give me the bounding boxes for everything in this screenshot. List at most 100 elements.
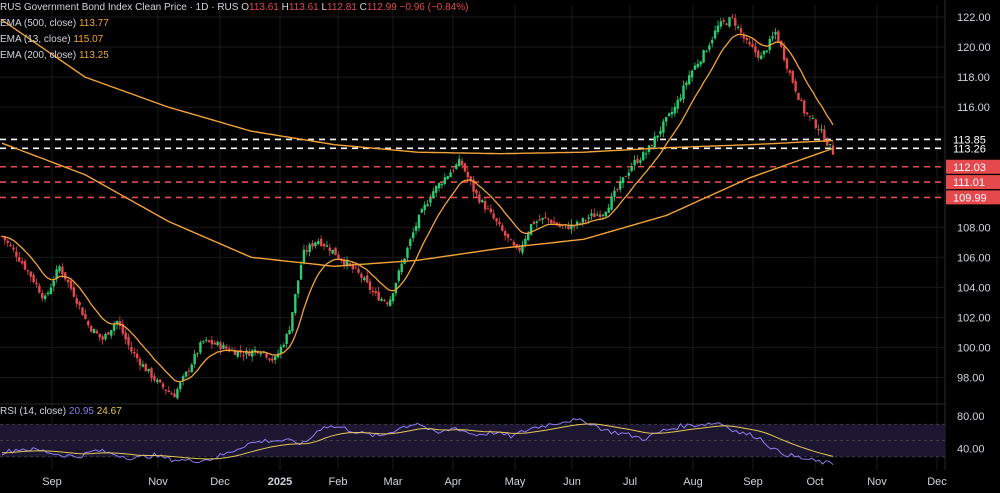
candle-body (791, 71, 794, 83)
candle-body (371, 290, 375, 293)
candle-body (345, 260, 349, 267)
candle-body (538, 219, 541, 221)
candle-body (420, 209, 424, 213)
x-axis: Sep Nov Dec 2025 Feb Mar Apr May Jun Jul Aug Sep Oct… (42, 476, 947, 488)
candle-body (12, 247, 15, 250)
candle-body (104, 333, 107, 340)
level-label-bg (946, 159, 1000, 174)
candle-body (190, 364, 193, 373)
candle-body (826, 140, 829, 146)
candle-body (29, 271, 32, 277)
candle-body (699, 61, 702, 65)
candle-body (501, 225, 504, 231)
candle-body (64, 272, 67, 280)
candle-body (18, 257, 21, 262)
candle-body (52, 280, 55, 287)
y-tick-label: 118.00 (957, 72, 990, 84)
candle-body (41, 293, 44, 299)
candle-body (225, 346, 228, 349)
candle-body (550, 219, 553, 224)
candle-body (374, 291, 378, 294)
candle-body (202, 341, 205, 343)
candle-body (682, 85, 685, 100)
candle-body (800, 99, 803, 101)
candle-body (532, 221, 536, 224)
x-tick-label: Sep (42, 476, 62, 488)
x-tick-label: Apr (444, 476, 461, 488)
candle-body (590, 213, 593, 216)
candle-body (598, 214, 602, 218)
candle-body (587, 217, 590, 219)
candle-body (147, 368, 150, 372)
candle-body (782, 46, 786, 61)
candle-body (547, 218, 550, 220)
candle-body (665, 116, 668, 122)
candle-body (386, 302, 389, 305)
candle-body (314, 242, 317, 247)
chart-legend: RUS Government Bond Index Clean Price · … (0, 0, 468, 64)
candle-body (414, 225, 418, 231)
ema200-value: 113.25 (78, 50, 109, 61)
level-label: 109.99 (953, 192, 987, 204)
rsi-ma-value: 24.67 (96, 406, 122, 417)
candle-body (581, 218, 585, 223)
candle-body (61, 266, 64, 275)
y-tick-label: 108.00 (957, 222, 991, 234)
candle-body (460, 160, 464, 166)
candle-body (9, 244, 12, 246)
candle-body (457, 159, 461, 167)
candle-body (437, 183, 441, 189)
rsi-legend: RSI (14, close) 20.95 24.67 (0, 406, 122, 417)
candle-body (688, 75, 691, 85)
candle-body (644, 153, 648, 155)
candle-body (199, 342, 202, 353)
rsi-tick-label: 40.00 (957, 444, 985, 456)
high-value: 113.61 (288, 2, 319, 13)
y-tick-label: 122.00 (957, 12, 991, 24)
candle-body (288, 329, 291, 335)
rsi-ma-line (1, 423, 834, 460)
level-label: 113.26 (953, 143, 986, 155)
candle-body (193, 354, 196, 365)
candle-body (423, 204, 426, 211)
candle-body (521, 244, 524, 253)
y-tick-label: 120.00 (957, 42, 991, 54)
candle-body (797, 92, 800, 101)
y-tick-label: 104.00 (957, 282, 991, 294)
rsi-value: 20.95 (68, 406, 94, 417)
candle-body (127, 337, 130, 346)
candle-body (35, 282, 38, 285)
candle-body (676, 100, 679, 109)
candle-body (69, 280, 73, 289)
candle-body (811, 117, 815, 119)
rsi-panel (0, 418, 945, 466)
candle-body (179, 382, 182, 390)
candle-body (184, 371, 188, 377)
candle-body (736, 26, 740, 29)
candle-body (814, 119, 817, 129)
candle-body (716, 25, 720, 32)
candle-body (337, 254, 340, 259)
candle-body (673, 106, 677, 114)
open-label: O (241, 2, 249, 13)
candle-body (110, 330, 113, 336)
candle-body (483, 200, 487, 210)
candle-body (354, 267, 357, 269)
candle-body (469, 176, 472, 182)
candle-body (219, 342, 222, 350)
candle-body (325, 245, 329, 247)
candle-body (15, 251, 18, 257)
candle-body (578, 222, 582, 224)
candle-body (296, 280, 300, 294)
candle-body (156, 379, 159, 382)
candle-body (774, 31, 777, 35)
candle-body (426, 204, 429, 207)
candle-body (363, 277, 366, 281)
candle-body (348, 263, 352, 266)
candle-body (584, 220, 587, 222)
candle-body (656, 135, 659, 138)
candle-body (92, 329, 96, 334)
candle-body (463, 163, 467, 172)
ema500-line (1, 19, 834, 155)
